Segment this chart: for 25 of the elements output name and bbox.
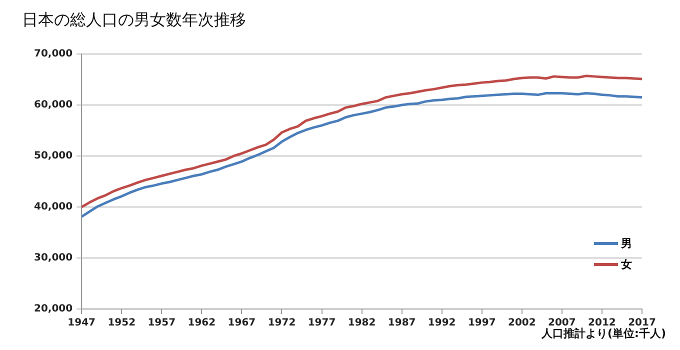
x-tick-label: 1982	[348, 318, 376, 329]
y-tick-label: 20,000	[34, 304, 73, 315]
text: 人口推計より(単位:千人)	[542, 326, 666, 341]
y-tick-label: 70,000	[34, 48, 73, 60]
y-tick-label: 60,000	[34, 100, 73, 111]
x-tick-label: 1977	[308, 318, 336, 329]
x-tick-label: 1987	[388, 318, 416, 329]
x-tick-label: 2017	[628, 318, 656, 329]
x-tick-label: 1952	[108, 318, 136, 329]
x-tick-label: 1947	[68, 318, 96, 329]
x-tick-label: 1972	[268, 318, 296, 329]
y-tick-label: 40,000	[34, 202, 73, 213]
x-tick-label: 1997	[468, 318, 496, 329]
x-tick-label: 2002	[508, 318, 536, 329]
x-tick-label: 2007	[548, 318, 576, 329]
y-tick-label: 30,000	[34, 252, 73, 264]
x-tick-label: 1992	[428, 318, 456, 329]
y-tick-label: 50,000	[34, 150, 73, 162]
legend-label: 男	[621, 236, 632, 251]
x-tick-label: 1962	[188, 318, 216, 329]
chart-title: 日本の総人口の男女数年次推移	[22, 10, 246, 31]
legend-label: 女	[621, 257, 632, 272]
x-tick-label: 1967	[228, 318, 256, 329]
x-tick-label: 2012	[588, 318, 616, 329]
x-tick-label: 1957	[148, 318, 176, 329]
